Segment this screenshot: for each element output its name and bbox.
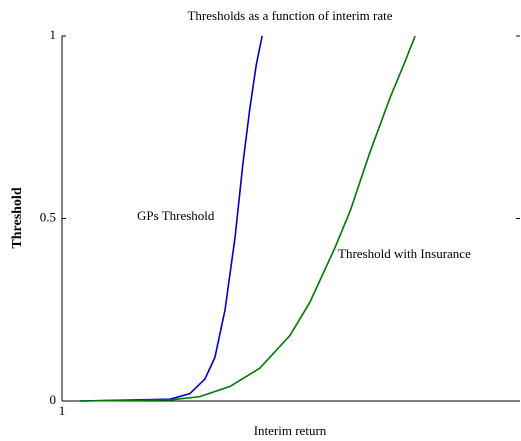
x-tick-label: 1 [59,403,66,418]
x-axis-label: Interim return [254,423,327,438]
y-axis-label: Threshold [10,187,25,248]
y-tick-label: 1 [50,27,57,42]
y-tick-label: 0 [50,392,57,407]
line-series [79,35,263,402]
series-label: GPs Threshold [137,208,215,223]
line-series [79,35,416,402]
y-tick-label: 0.5 [40,209,56,224]
chart-title: Thresholds as a function of interim rate [187,8,392,23]
series-label: Threshold with Insurance [338,246,471,261]
